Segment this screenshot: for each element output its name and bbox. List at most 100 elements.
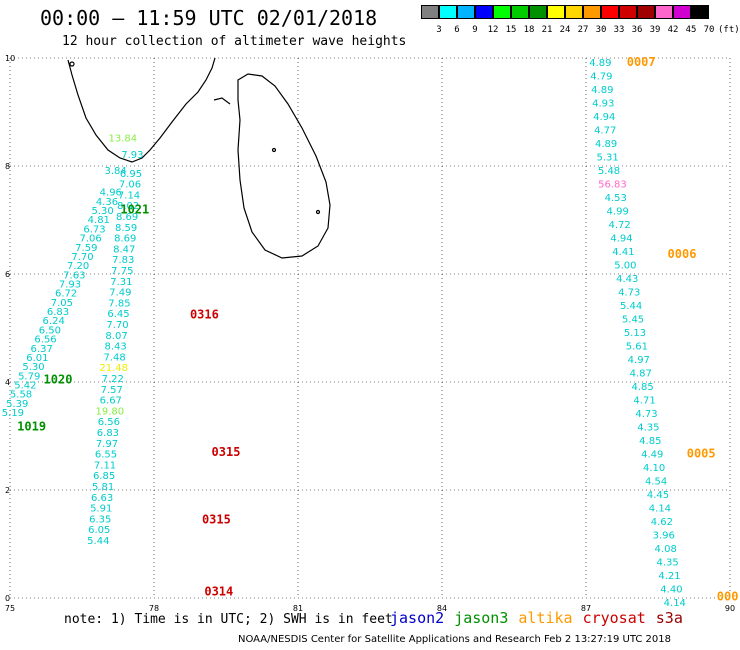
wave-height-value: 7.85 bbox=[108, 298, 130, 309]
wave-height-value: 56.83 bbox=[598, 180, 627, 191]
altimeter-tracks: 3.844.964.365.304.816.737.067.597.707.20… bbox=[2, 58, 686, 609]
wave-height-value: 7.97 bbox=[96, 439, 118, 450]
wave-height-value: 6.83 bbox=[97, 428, 119, 439]
pass-labels: 0007 1021 0006 0316 1020 1019 0315 0005 0315 0314… bbox=[17, 55, 738, 604]
wave-height-value: 4.36 bbox=[96, 197, 118, 208]
wave-height-value: 7.20 bbox=[67, 261, 89, 272]
legend-swatch bbox=[673, 5, 691, 19]
island-dot bbox=[315, 209, 321, 215]
wave-height-value: 4.49 bbox=[641, 450, 663, 461]
legend-swatch bbox=[421, 5, 439, 19]
wave-height-value: 4.96 bbox=[100, 188, 122, 199]
wave-height-value: 4.94 bbox=[610, 234, 632, 245]
legend-label: 45 bbox=[685, 25, 697, 35]
legend-swatch bbox=[637, 5, 655, 19]
y-tick-label: 6 bbox=[5, 270, 10, 279]
wave-height-value: 4.71 bbox=[633, 396, 655, 407]
y-tick-label: 4 bbox=[5, 378, 10, 387]
wave-height-value: 6.45 bbox=[107, 309, 129, 320]
wave-height-value: 4.43 bbox=[616, 274, 638, 285]
legend-label: 21 bbox=[541, 25, 553, 35]
pass-time-label: 0316 bbox=[190, 307, 219, 321]
wave-height-value: 8.07 bbox=[105, 331, 127, 342]
page-subtitle: 12 hour collection of altimeter wave hei… bbox=[62, 34, 407, 49]
wave-height-value: 8.02 bbox=[117, 201, 139, 212]
legend-unit: (ft) bbox=[718, 25, 740, 35]
satellite-legend: jason2 jason3 altika cryosat s3a bbox=[390, 609, 693, 627]
wave-height-value: 4.53 bbox=[605, 193, 627, 204]
wave-height-value: 7.06 bbox=[119, 180, 141, 191]
wave-height-value: 4.62 bbox=[651, 517, 673, 528]
legend-swatch bbox=[439, 5, 457, 19]
wave-height-value: 4.79 bbox=[590, 72, 612, 83]
wave-height-value: 5.48 bbox=[598, 166, 620, 177]
credit-line: NOAA/NESDIS Center for Satellite Applica… bbox=[238, 634, 671, 645]
india-coastline bbox=[67, 57, 216, 163]
wave-height-value: 4.35 bbox=[656, 558, 678, 569]
wave-height-value: 4.35 bbox=[637, 423, 659, 434]
wave-height-value: 4.85 bbox=[639, 436, 661, 447]
wave-height-value: 5.44 bbox=[620, 301, 642, 312]
y-tick-label: 2 bbox=[5, 486, 10, 495]
wave-height-value: 4.94 bbox=[593, 112, 615, 123]
y-tick-label: 8 bbox=[5, 162, 10, 171]
legend-label: 36 bbox=[631, 25, 643, 35]
satellite-name: altika bbox=[518, 609, 573, 627]
wave-height-value: 4.54 bbox=[645, 477, 667, 488]
legend-swatch bbox=[583, 5, 601, 19]
x-tick-label: 78 bbox=[149, 604, 159, 613]
wave-height-value: 7.83 bbox=[112, 255, 134, 266]
wave-height-value: 4.81 bbox=[88, 215, 110, 226]
pass-time-label: 000 bbox=[717, 590, 739, 604]
legend-label: 3 bbox=[436, 25, 442, 35]
satellite-name: s3a bbox=[655, 609, 683, 627]
wave-height-value: 7.14 bbox=[118, 190, 140, 201]
legend-label: 33 bbox=[613, 25, 625, 35]
legend-label: 30 bbox=[595, 25, 607, 35]
pass-time-label: 1020 bbox=[44, 373, 73, 387]
wave-height-value: 5.58 bbox=[10, 390, 32, 401]
legend-swatch bbox=[529, 5, 547, 19]
legend-swatch bbox=[691, 5, 709, 19]
wave-height-value: 5.42 bbox=[14, 380, 36, 391]
wave-height-value: 8.43 bbox=[104, 342, 126, 353]
legend-swatch bbox=[475, 5, 493, 19]
legend-swatch bbox=[511, 5, 529, 19]
axis-ticks: 75 78 81 84 87 90 0 2 4 6 8 10 bbox=[5, 54, 735, 613]
wave-height-value: 5.00 bbox=[614, 261, 636, 272]
pass-time-label: 0315 bbox=[202, 512, 231, 526]
wave-height-value: 21.48 bbox=[99, 363, 128, 374]
wave-height-value: 4.93 bbox=[592, 99, 614, 110]
wave-height-value: 5.81 bbox=[92, 482, 114, 493]
legend-swatch bbox=[493, 5, 511, 19]
wave-height-value: 7.22 bbox=[102, 374, 124, 385]
wave-height-value: 4.99 bbox=[607, 207, 629, 218]
wave-height-value: 6.85 bbox=[93, 471, 115, 482]
legend-swatch bbox=[565, 5, 583, 19]
map-grid bbox=[9, 57, 731, 599]
legend-swatch bbox=[619, 5, 637, 19]
wave-height-value: 6.56 bbox=[34, 335, 56, 346]
wave-height-value: 4.08 bbox=[655, 544, 677, 555]
wave-height-value: 4.89 bbox=[591, 85, 613, 96]
wave-height-value: 7.70 bbox=[106, 320, 128, 331]
x-tick-label: 87 bbox=[581, 604, 591, 613]
wave-height-value: 7.48 bbox=[104, 352, 126, 363]
y-tick-label: 10 bbox=[5, 54, 15, 63]
wave-height-value: 7.11 bbox=[94, 460, 116, 471]
wave-height-value: 4.77 bbox=[594, 126, 616, 137]
wave-height-value: 6.55 bbox=[95, 450, 117, 461]
wave-height-value: 8.69 bbox=[116, 212, 138, 223]
legend-swatch bbox=[655, 5, 673, 19]
wave-height-value: 5.91 bbox=[90, 504, 112, 515]
palk-strait-islands bbox=[213, 97, 231, 105]
wave-height-value: 4.85 bbox=[632, 382, 654, 393]
wave-height-value: 6.63 bbox=[91, 493, 113, 504]
pass-time-label: 1021 bbox=[120, 203, 149, 217]
wave-height-value: 7.49 bbox=[109, 288, 131, 299]
wave-height-value: 7.63 bbox=[63, 270, 85, 281]
wave-height-value: 5.44 bbox=[87, 536, 109, 547]
wave-height-value: 6.95 bbox=[120, 169, 142, 180]
island-dot bbox=[271, 147, 277, 153]
wave-height-value: 6.67 bbox=[100, 396, 122, 407]
